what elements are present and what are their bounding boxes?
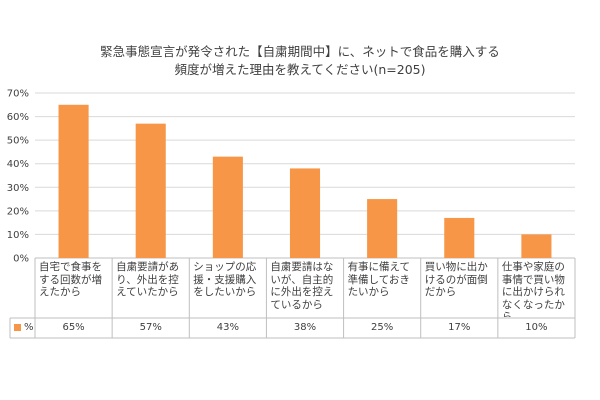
- y-tick-label: 50%: [7, 136, 29, 147]
- y-tick-label: 20%: [7, 206, 29, 217]
- bar: [367, 199, 398, 258]
- x-category-label: 有事に備えて準備しておきたいから: [347, 261, 411, 298]
- bar: [521, 234, 552, 258]
- bar: [444, 217, 475, 258]
- y-tick-label: 0%: [13, 254, 29, 265]
- x-category-label: 自宅で食事をする回数が増えたから: [39, 261, 102, 298]
- x-category-label: 買い物に出かけるのが面倒だから: [424, 261, 488, 298]
- x-category-label: 仕事や家庭の事情で買い物に出かけられなくなったから: [501, 261, 565, 317]
- y-tick-label: 10%: [7, 230, 29, 241]
- x-category-label: ショップの応援・支援購入をしたいから: [193, 261, 257, 298]
- data-table-value: 65%: [62, 322, 85, 333]
- y-tick-label: 60%: [7, 112, 29, 123]
- bar: [58, 104, 89, 259]
- data-table-value: 38%: [293, 322, 317, 333]
- x-category-label: 自粛要請はないが、自主的に外出を控えているから: [270, 261, 334, 311]
- y-tick-label: 70%: [7, 89, 29, 100]
- y-tick-label: 30%: [7, 183, 29, 194]
- data-table-value: 25%: [371, 322, 394, 333]
- chart-title-line1: 緊急事態宣言が発令された【自粛期間中】に、ネットで食品を購入する: [100, 44, 500, 59]
- legend-series-name: %: [24, 322, 34, 333]
- chart-title-line2: 頻度が増えた理由を教えてください(n=205): [174, 62, 426, 77]
- data-table-value: 43%: [216, 322, 239, 333]
- bar: [135, 123, 166, 259]
- data-table-value: 57%: [139, 322, 162, 333]
- legend-swatch: [14, 324, 21, 331]
- bar: [289, 168, 321, 258]
- data-table-value: 10%: [525, 322, 548, 333]
- data-table-value: 17%: [448, 322, 471, 333]
- bar: [212, 156, 243, 258]
- y-tick-label: 40%: [7, 159, 29, 170]
- x-category-label: 自粛要請があり、外出を控えていたから: [116, 261, 180, 298]
